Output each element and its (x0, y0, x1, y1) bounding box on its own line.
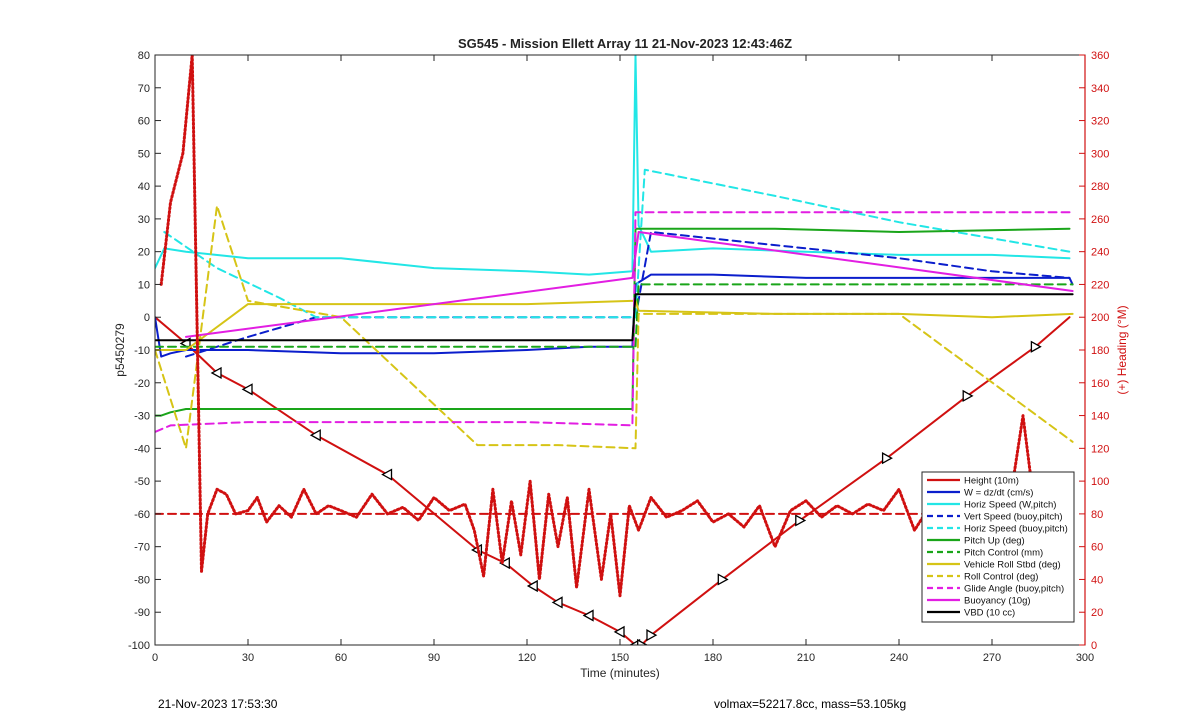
height-marker (646, 629, 658, 642)
y-tick-label: 20 (138, 247, 150, 259)
y2-tick-label: 320 (1091, 116, 1109, 128)
height-marker (551, 596, 563, 609)
series-line-5 (155, 227, 1071, 417)
y2-tick-label: 100 (1091, 476, 1109, 488)
x-tick-label: 270 (983, 652, 1001, 664)
x-tick-label: 150 (611, 652, 629, 664)
y2-tick-label: 260 (1091, 214, 1109, 226)
legend-label: Horiz Speed (buoy,pitch) (964, 524, 1068, 535)
x-tick-label: 300 (1076, 652, 1094, 664)
y-tick-label: -70 (134, 542, 150, 554)
y2-tick-label: 20 (1091, 607, 1103, 619)
legend-label: VBD (10 cc) (964, 608, 1015, 619)
height-marker (717, 573, 729, 586)
y-tick-label: 50 (138, 148, 150, 160)
legend-label: Vert Speed (buoy,pitch) (964, 512, 1063, 523)
height-marker (637, 638, 649, 645)
x-tick-label: 30 (242, 652, 254, 664)
legend-label: Horiz Speed (W,pitch) (964, 500, 1056, 511)
y2-tick-label: 280 (1091, 181, 1109, 193)
height-marker (613, 625, 625, 638)
y2-axis-label: (+) Heading (°M) (1115, 305, 1129, 394)
height-marker (881, 452, 893, 465)
height-marker (1030, 340, 1042, 353)
y2-tick-label: 60 (1091, 542, 1103, 554)
height-marker (526, 579, 538, 593)
x-tick-label: 0 (152, 652, 158, 664)
series-line-10 (185, 231, 1074, 338)
legend-label: Pitch Control (mm) (964, 548, 1043, 559)
series-line-11 (155, 293, 1074, 342)
height-marker (582, 609, 594, 622)
chart-title: SG545 - Mission Ellett Array 11 21-Nov-2… (458, 36, 792, 51)
y-tick-label: -50 (134, 476, 150, 488)
y-tick-label: -80 (134, 574, 150, 586)
height-marker (795, 514, 807, 527)
y-tick-label: 70 (138, 83, 150, 95)
x-tick-label: 240 (890, 652, 908, 664)
legend-label: Glide Angle (buoy,pitch) (964, 584, 1064, 595)
height-marker (962, 389, 974, 402)
series-line-8 (155, 204, 1074, 450)
series-line-4 (163, 168, 1071, 319)
x-tick-label: 90 (428, 652, 440, 664)
x-axis-label: Time (minutes) (580, 666, 660, 680)
y-tick-label: -30 (134, 411, 150, 423)
x-tick-label: 120 (518, 652, 536, 664)
y2-tick-label: 160 (1091, 378, 1109, 390)
legend-box (921, 471, 1075, 623)
y2-tick-label: 340 (1091, 83, 1109, 95)
height-marker (210, 366, 222, 380)
series-line-6 (155, 283, 1074, 348)
y-tick-label: 40 (138, 181, 150, 193)
footer-timestamp: 21-Nov-2023 17:53:30 (158, 697, 278, 711)
x-tick-label: 60 (335, 652, 347, 664)
y2-tick-label: 180 (1091, 345, 1109, 357)
y-tick-label: -20 (134, 378, 150, 390)
y-tick-label: 0 (144, 312, 150, 324)
y2-tick-label: 360 (1091, 50, 1109, 62)
series-line-7 (155, 299, 1074, 351)
height-marker (381, 468, 393, 481)
height-marker (309, 429, 321, 442)
y-tick-label: -60 (134, 509, 150, 521)
y-tick-label: -90 (134, 607, 150, 619)
series-line-13 (159, 55, 1071, 598)
footer-mass-info: volmax=52217.8cc, mass=53.105kg (714, 697, 907, 711)
y2-tick-label: 240 (1091, 247, 1109, 259)
x-tick-label: 210 (797, 652, 815, 664)
y-tick-label: 80 (138, 50, 150, 62)
y2-tick-label: 0 (1091, 640, 1097, 652)
y-tick-label: -10 (134, 345, 150, 357)
y-tick-label: 30 (138, 214, 150, 226)
y2-tick-label: 300 (1091, 148, 1109, 160)
y2-tick-label: 40 (1091, 574, 1103, 586)
legend-label: Pitch Up (deg) (964, 536, 1025, 547)
series-line-9 (155, 211, 1071, 433)
y2-tick-label: 120 (1091, 443, 1109, 455)
legend-label: Buoyancy (10g) (964, 596, 1031, 607)
y-tick-label: -40 (134, 443, 150, 455)
y-axis-label: p5450279 (113, 323, 127, 377)
y2-tick-label: 200 (1091, 312, 1109, 324)
height-marker (241, 383, 253, 396)
y2-tick-label: 220 (1091, 279, 1109, 291)
y2-tick-label: 80 (1091, 509, 1103, 521)
legend-label: W = dz/dt (cm/s) (964, 488, 1033, 499)
legend-label: Height (10m) (964, 476, 1019, 487)
y2-tick-label: 140 (1091, 411, 1109, 423)
height-marker (498, 556, 510, 570)
legend-label: Vehicle Roll Stbd (deg) (964, 560, 1061, 571)
series-line-3 (185, 231, 1071, 358)
legend-label: Roll Control (deg) (964, 572, 1038, 583)
y-tick-label: 60 (138, 116, 150, 128)
y-tick-label: -100 (128, 640, 150, 652)
y-tick-label: 10 (138, 279, 150, 291)
x-tick-label: 180 (704, 652, 722, 664)
